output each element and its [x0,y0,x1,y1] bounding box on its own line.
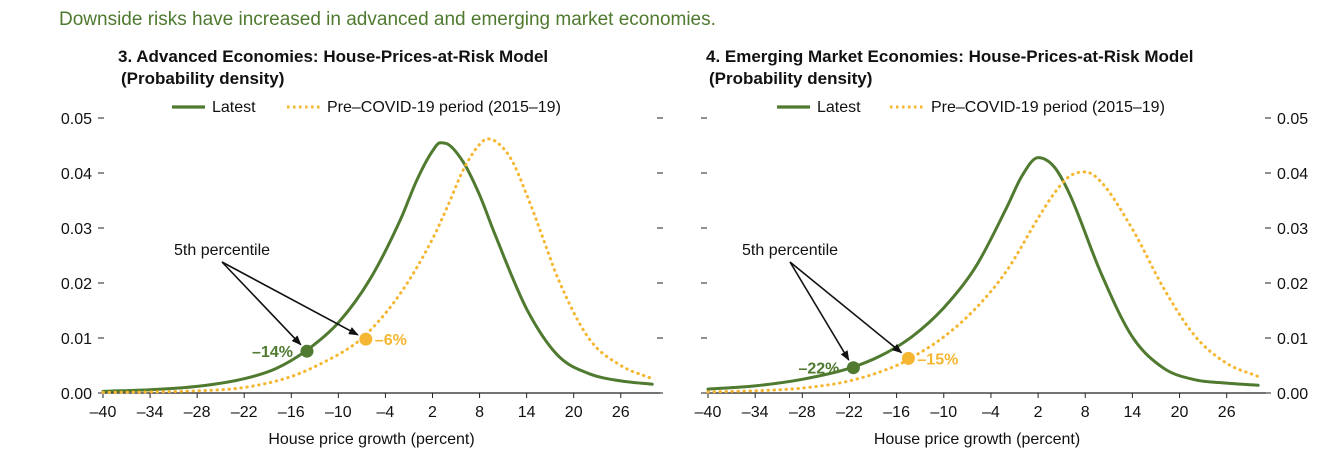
x-tick-label: 14 [518,404,536,421]
chart-title: 3. Advanced Economies: House-Prices-at-R… [118,47,548,66]
legend-label-latest: Latest [212,99,256,116]
y-tick-label: 0.05 [61,111,92,128]
annotation-arrow [789,261,850,361]
x-tick-label: –28 [789,404,816,421]
x-tick-label: 8 [475,404,484,421]
y-tick-label: 0.03 [1277,221,1308,238]
chart-panel-4: 4. Emerging Market Economies: House-Pric… [695,47,1309,448]
x-tick-label: –4 [982,404,1000,421]
annotation-label: 5th percentile [742,242,838,259]
x-tick-label: –34 [137,404,164,421]
x-tick-label: 2 [428,404,437,421]
y-tick-label: 0.02 [61,276,92,293]
headline: Downside risks have increased in advance… [59,9,716,30]
y-tick-label: 0.04 [1277,166,1308,183]
legend-label-pre-covid: Pre–COVID-19 period (2015–19) [327,99,561,116]
series-line-pre-covid [706,170,1260,394]
percentile-label-latest: –22% [798,361,839,378]
y-tick-label: 0.00 [1277,386,1308,403]
chart-title: 4. Emerging Market Economies: House-Pric… [706,47,1193,66]
x-tick-label: –34 [742,404,769,421]
x-tick-label: 26 [612,404,630,421]
x-tick-label: –28 [184,404,211,421]
x-tick-label: 26 [1218,404,1236,421]
percentile-marker-latest [846,361,860,375]
chart-subtitle: (Probability density) [709,69,872,88]
x-tick-label: –22 [836,404,863,421]
percentile-marker-latest [300,344,314,358]
y-tick-label: 0.01 [1277,331,1308,348]
y-tick-label: 0.05 [1277,111,1308,128]
y-tick-label: 0.01 [61,331,92,348]
y-tick-label: 0.04 [61,166,92,183]
x-tick-label: –10 [325,404,352,421]
percentile-marker-pre-covid [901,351,915,365]
x-tick-label: –16 [278,404,305,421]
percentile-label-pre-covid: –6% [375,332,407,349]
annotation-arrow [789,261,903,354]
y-tick-label: 0.03 [61,221,92,238]
x-tick-label: –22 [231,404,258,421]
x-tick-label: 2 [1034,404,1043,421]
x-tick-label: 14 [1123,404,1141,421]
x-tick-label: –4 [377,404,395,421]
x-tick-label: –40 [90,404,117,421]
legend-label-pre-covid: Pre–COVID-19 period (2015–19) [931,99,1165,116]
annotation-arrow [221,261,359,336]
x-tick-label: 8 [1081,404,1090,421]
x-tick-label: –16 [883,404,910,421]
x-axis-label: House price growth (percent) [874,431,1080,448]
x-tick-label: 20 [1171,404,1189,421]
percentile-label-pre-covid: –15% [917,351,958,368]
y-tick-label: 0.00 [61,386,92,403]
x-axis-label: House price growth (percent) [268,431,474,448]
x-tick-label: –10 [930,404,957,421]
y-tick-label: 0.02 [1277,276,1308,293]
annotation-label: 5th percentile [174,242,270,259]
chart-subtitle: (Probability density) [121,69,284,88]
x-tick-label: –40 [695,404,722,421]
series-line-latest [101,141,654,393]
annotation-arrow [221,261,302,346]
series-line-latest [706,156,1260,391]
x-tick-label: 20 [565,404,583,421]
legend-label-latest: Latest [817,99,861,116]
chart-panel-3: 3. Advanced Economies: House-Prices-at-R… [61,47,663,448]
percentile-marker-pre-covid [359,332,373,346]
percentile-label-latest: –14% [252,344,293,361]
